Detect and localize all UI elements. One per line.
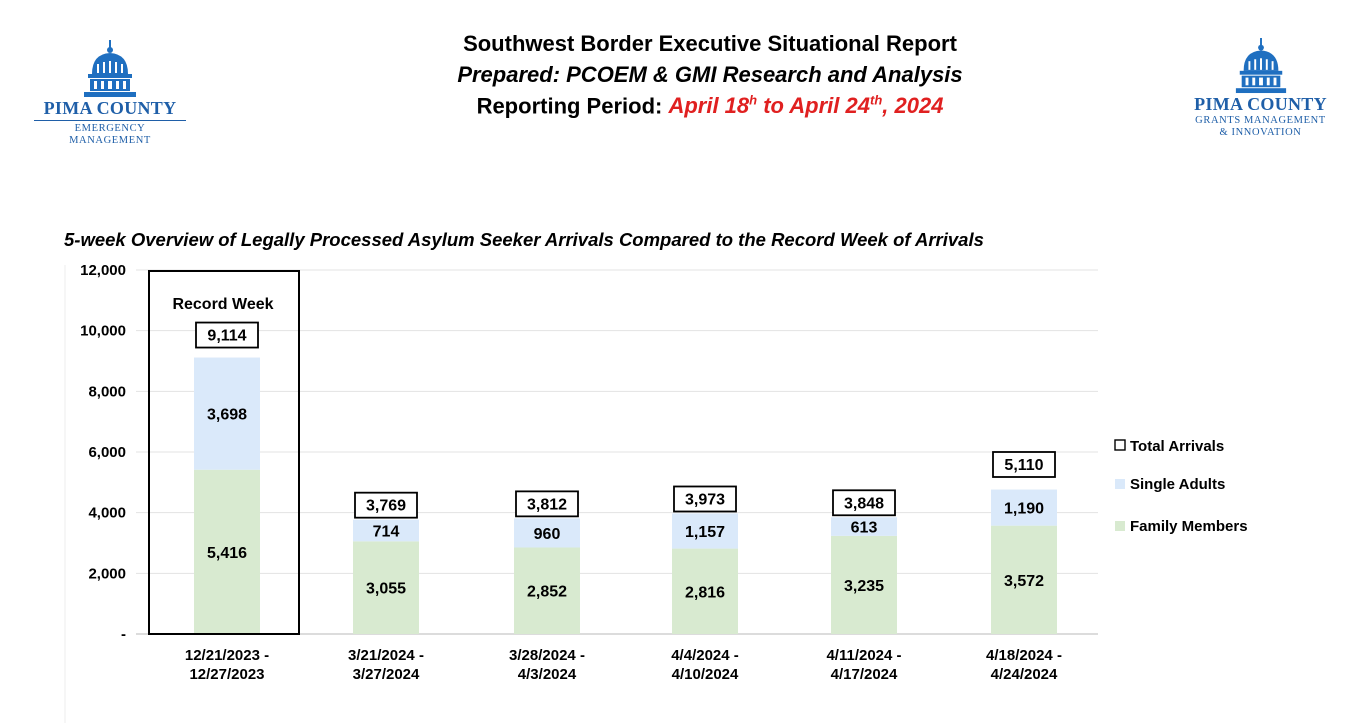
data-label-single-adults: 714 [373, 524, 400, 541]
data-label-family-members: 5,416 [207, 545, 247, 562]
period-start-suffix: h [749, 93, 758, 108]
capitol-dome-icon [1235, 38, 1286, 94]
bar-family-members [991, 525, 1057, 634]
pima-grants-management-logo: PIMA COUNTY GRANTS MANAGEMENT & INNOVATI… [1183, 38, 1338, 139]
data-label-family-members: 2,816 [685, 584, 725, 601]
legend-swatch-family-members [1115, 521, 1125, 531]
legend-label-family-members: Family Members [1130, 518, 1248, 535]
bar-single-adults [991, 489, 1057, 526]
data-label-total-arrivals: 3,848 [844, 495, 884, 512]
bar-family-members [353, 541, 419, 634]
x-tick-label: 3/27/2024 [353, 666, 420, 683]
bar-family-members [194, 469, 260, 634]
x-tick-label: 4/24/2024 [991, 666, 1058, 683]
bar-single-adults [831, 517, 897, 536]
data-label-single-adults: 960 [534, 526, 561, 543]
report-title: Southwest Border Executive Situational R… [463, 31, 957, 56]
data-label-family-members: 3,055 [366, 581, 406, 598]
x-tick-label: 4/3/2024 [518, 666, 577, 683]
bar-family-members [514, 547, 580, 634]
data-label-single-adults: 613 [851, 520, 878, 537]
data-label-total-arrivals: 9,114 [207, 328, 246, 345]
reporting-period-label: Reporting Period: [476, 93, 669, 119]
period-start: April 18 [668, 93, 750, 119]
data-label-total-arrivals: 5,110 [1004, 457, 1043, 474]
legend-label-total-arrivals: Total Arrivals [1130, 438, 1224, 455]
x-tick-label: 12/27/2023 [189, 666, 264, 683]
record-week-label: Record Week [172, 296, 273, 313]
data-label-single-adults: 1,157 [685, 524, 725, 541]
total-arrivals-box [673, 485, 737, 513]
x-tick-label: 4/17/2024 [831, 666, 898, 683]
x-tick-label: 4/11/2024 - [826, 647, 901, 664]
y-tick-label: 4,000 [88, 505, 126, 522]
y-tick-label: 10,000 [80, 323, 126, 340]
data-label-single-adults: 1,190 [1004, 501, 1044, 518]
total-arrivals-box [992, 451, 1056, 478]
y-tick-label: 6,000 [88, 444, 126, 461]
logo-subtitle-line1: GRANTS MANAGEMENT [1195, 115, 1326, 126]
reporting-period-dates: April 18h to April 24th, 2024 [668, 93, 943, 118]
legend-swatch-single-adults [1115, 479, 1125, 489]
legend-label-single-adults: Single Adults [1130, 476, 1225, 493]
period-end-suffix: th [869, 93, 883, 108]
data-label-total-arrivals: 3,812 [527, 496, 567, 513]
logo-subtitle-line2: & INNOVATION [1219, 127, 1302, 138]
x-tick-label: 3/21/2024 - [348, 647, 424, 664]
y-tick-label: 8,000 [88, 383, 126, 400]
bar-single-adults [672, 513, 738, 549]
logo-subtitle: EMERGENCY MANAGEMENT [34, 120, 186, 147]
logo-name: PIMA COUNTY [43, 98, 177, 118]
data-label-family-members: 3,235 [844, 578, 884, 595]
y-tick-label: 2,000 [88, 565, 126, 582]
x-tick-label: 4/10/2024 [672, 666, 739, 683]
x-tick-label: 12/21/2023 - [185, 647, 269, 664]
data-label-single-adults: 3,698 [207, 407, 247, 424]
reporting-period: Reporting Period: April 18h to April 24t… [340, 93, 1080, 119]
x-tick-label: 4/18/2024 - [986, 647, 1062, 664]
logo-name: PIMA COUNTY [1194, 94, 1327, 114]
pima-emergency-management-logo: PIMA COUNTY EMERGENCY MANAGEMENT [30, 40, 190, 147]
y-tick-label: 12,000 [80, 262, 126, 279]
capitol-dome-icon [84, 40, 136, 97]
bar-family-members [831, 535, 897, 634]
bar-single-adults [194, 357, 260, 470]
total-arrivals-box [515, 490, 579, 518]
total-arrivals-box [832, 489, 896, 517]
data-label-total-arrivals: 3,769 [366, 498, 406, 515]
y-tick-label: - [121, 626, 126, 643]
record-week-frame [148, 270, 300, 635]
legend-swatch-total-arrivals [1114, 439, 1126, 451]
report-prepared-by: Prepared: PCOEM & GMI Research and Analy… [457, 62, 963, 87]
chart-title: 5-week Overview of Legally Processed Asy… [64, 229, 984, 250]
bar-family-members [672, 548, 738, 634]
period-end: to April 24 [757, 93, 870, 119]
total-arrivals-box [354, 491, 418, 519]
x-tick-label: 4/4/2024 - [671, 647, 739, 664]
total-arrivals-box [195, 321, 259, 349]
period-year: , 2024 [882, 93, 944, 119]
data-label-family-members: 3,572 [1004, 573, 1044, 590]
bar-single-adults [353, 519, 419, 542]
x-tick-label: 3/28/2024 - [509, 647, 585, 664]
data-label-total-arrivals: 3,973 [685, 491, 725, 508]
bar-single-adults [514, 518, 580, 548]
data-label-family-members: 2,852 [527, 584, 567, 601]
